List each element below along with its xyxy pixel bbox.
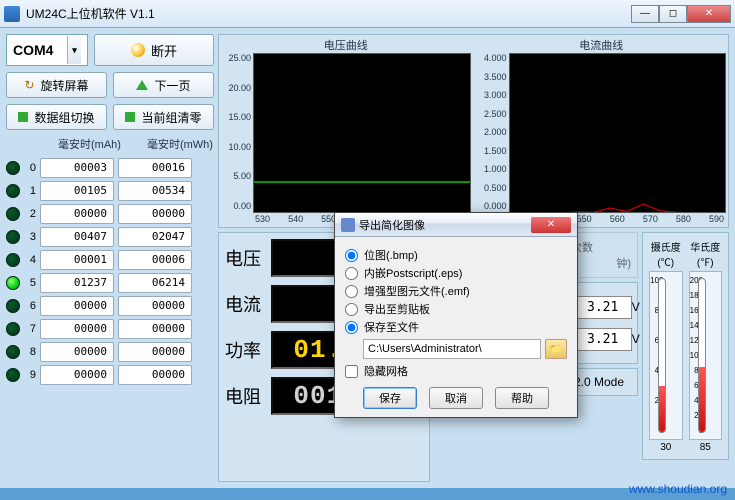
mah-value: 00000	[40, 296, 114, 316]
mwh-value: 00000	[118, 319, 192, 339]
mah-value: 00000	[40, 204, 114, 224]
mwh-value: 02047	[118, 227, 192, 247]
dialog-title: 导出简化图像	[359, 217, 425, 233]
voltage-chart-title: 电压曲线	[221, 37, 471, 53]
usb-dn-value: 3.21	[574, 328, 632, 351]
data-row[interactable]: 5 01237 06214	[6, 273, 214, 293]
data-row[interactable]: 3 00407 02047	[6, 227, 214, 247]
data-row[interactable]: 0 00003 00016	[6, 158, 214, 178]
mwh-value: 00016	[118, 158, 192, 178]
led-icon	[6, 322, 20, 336]
mwh-value: 00006	[118, 250, 192, 270]
data-group-list: 0 00003 00016 1 00105 00534 2 00000 0000…	[6, 158, 214, 385]
data-row[interactable]: 4 00001 00006	[6, 250, 214, 270]
data-row[interactable]: 8 00000 00000	[6, 342, 214, 362]
switch-group-button[interactable]: 数据组切换	[6, 104, 107, 130]
mwh-value: 00000	[118, 204, 192, 224]
usb-dp-value: 3.21	[574, 296, 632, 319]
led-icon	[6, 161, 20, 175]
app-icon	[4, 6, 20, 22]
mah-value: 00000	[40, 365, 114, 385]
cancel-button[interactable]: 取消	[429, 387, 483, 409]
clear-group-button[interactable]: 当前组清零	[113, 104, 214, 130]
clear-icon	[125, 112, 135, 122]
watermark: www.shoudian.org	[629, 482, 727, 496]
mah-value: 00000	[40, 342, 114, 362]
disconnect-button[interactable]: 断开	[94, 34, 214, 66]
browse-button[interactable]: 📁	[545, 339, 567, 359]
port-select[interactable]: COM4 ▾	[6, 34, 88, 66]
mwh-value: 00000	[118, 296, 192, 316]
thermo-panel: 摄氏度(℃) 100806040200 30 华氏度(℉) 2001801601…	[642, 232, 729, 460]
data-row[interactable]: 6 00000 00000	[6, 296, 214, 316]
disconnect-icon	[131, 43, 145, 57]
led-icon	[6, 299, 20, 313]
export-dialog: 导出简化图像 ✕ 位图(.bmp) 内嵌Postscript(.eps) 增强型…	[334, 212, 578, 418]
current-chart	[509, 53, 727, 213]
radio-file[interactable]: 保存至文件	[345, 319, 567, 335]
mwh-value: 06214	[118, 273, 192, 293]
hide-grid-check[interactable]: 隐藏网格	[345, 363, 567, 379]
radio-eps[interactable]: 内嵌Postscript(.eps)	[345, 265, 567, 281]
led-icon	[6, 230, 20, 244]
data-row[interactable]: 7 00000 00000	[6, 319, 214, 339]
radio-clip[interactable]: 导出至剪贴板	[345, 301, 567, 317]
mah-value: 00001	[40, 250, 114, 270]
charts-panel: 电压曲线 25.0020.0015.0010.005.000.00 530540…	[218, 34, 729, 228]
data-header: 毫安时(mAh) 毫安时(mWh)	[6, 136, 214, 152]
path-input[interactable]	[363, 339, 541, 359]
radio-emf[interactable]: 增强型图元文件(.emf)	[345, 283, 567, 299]
chevron-down-icon: ▾	[67, 36, 81, 64]
voltage-chart	[253, 53, 471, 213]
help-button[interactable]: 帮助	[495, 387, 549, 409]
next-button[interactable]: 下一页	[113, 72, 214, 98]
mwh-value: 00000	[118, 342, 192, 362]
rotate-button[interactable]: ↻ 旋转屏幕	[6, 72, 107, 98]
close-button[interactable]: ✕	[687, 5, 731, 23]
dialog-titlebar[interactable]: 导出简化图像 ✕	[335, 213, 577, 237]
minimize-button[interactable]: —	[631, 5, 659, 23]
mah-value: 00000	[40, 319, 114, 339]
data-row[interactable]: 1 00105 00534	[6, 181, 214, 201]
data-row[interactable]: 9 00000 00000	[6, 365, 214, 385]
data-row[interactable]: 2 00000 00000	[6, 204, 214, 224]
dialog-close-button[interactable]: ✕	[531, 217, 571, 233]
mah-value: 00407	[40, 227, 114, 247]
port-value: COM4	[13, 42, 53, 58]
led-icon	[6, 207, 20, 221]
led-icon	[6, 276, 20, 290]
next-icon	[136, 80, 148, 90]
mah-value: 01237	[40, 273, 114, 293]
mah-value: 00003	[40, 158, 114, 178]
rotate-icon: ↻	[24, 78, 34, 92]
save-button[interactable]: 保存	[363, 387, 417, 409]
radio-bmp[interactable]: 位图(.bmp)	[345, 247, 567, 263]
maximize-button[interactable]: ◻	[659, 5, 687, 23]
window-title: UM24C上位机软件 V1.1	[26, 5, 155, 22]
mah-value: 00105	[40, 181, 114, 201]
led-icon	[6, 253, 20, 267]
mwh-value: 00534	[118, 181, 192, 201]
dialog-icon	[341, 218, 355, 232]
led-icon	[6, 184, 20, 198]
led-icon	[6, 345, 20, 359]
titlebar: UM24C上位机软件 V1.1 — ◻ ✕	[0, 0, 735, 28]
mwh-value: 00000	[118, 365, 192, 385]
led-icon	[6, 368, 20, 382]
current-chart-title: 电流曲线	[477, 37, 727, 53]
switch-icon	[18, 112, 28, 122]
